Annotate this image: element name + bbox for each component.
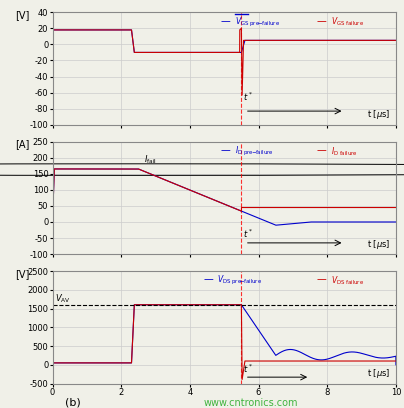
Text: t [$\mu$s]: t [$\mu$s] [367, 367, 391, 380]
Text: [A]: [A] [15, 140, 29, 149]
Text: t [$\mu$s]: t [$\mu$s] [367, 109, 391, 121]
Text: [V]: [V] [15, 10, 29, 20]
Text: $I_{\rm D\ pre\!\!-\!\!failure}$: $I_{\rm D\ pre\!\!-\!\!failure}$ [235, 145, 273, 158]
Text: www.cntronics.com: www.cntronics.com [203, 398, 298, 408]
Text: —: — [317, 275, 327, 284]
Text: $V_{\rm DS\ pre\!\!-\!\!failure}$: $V_{\rm DS\ pre\!\!-\!\!failure}$ [217, 275, 263, 288]
Text: $V_{\rm GS\ pre\!\!-\!\!failure}$: $V_{\rm GS\ pre\!\!-\!\!failure}$ [235, 16, 280, 29]
Text: $t^*$: $t^*$ [243, 228, 253, 240]
Text: —: — [317, 16, 327, 26]
Text: t [$\mu$s]: t [$\mu$s] [367, 238, 391, 251]
Text: $V_{\rm AV}$: $V_{\rm AV}$ [55, 293, 71, 305]
Text: $t^*$: $t^*$ [243, 90, 253, 103]
Text: $I_{\rm fail}$: $I_{\rm fail}$ [143, 153, 156, 166]
Text: $V_{\rm GS\ failure}$: $V_{\rm GS\ failure}$ [331, 16, 364, 28]
Text: (b): (b) [65, 398, 80, 408]
Text: —: — [221, 16, 231, 26]
Text: —: — [221, 145, 231, 155]
Text: $I_{\rm D\ failure}$: $I_{\rm D\ failure}$ [331, 145, 358, 157]
Text: $t^*$: $t^*$ [243, 363, 253, 375]
Text: —: — [317, 145, 327, 155]
Text: $V_{\rm DS\ failure}$: $V_{\rm DS\ failure}$ [331, 275, 364, 287]
Text: —: — [204, 275, 213, 284]
Text: [V]: [V] [15, 269, 29, 279]
